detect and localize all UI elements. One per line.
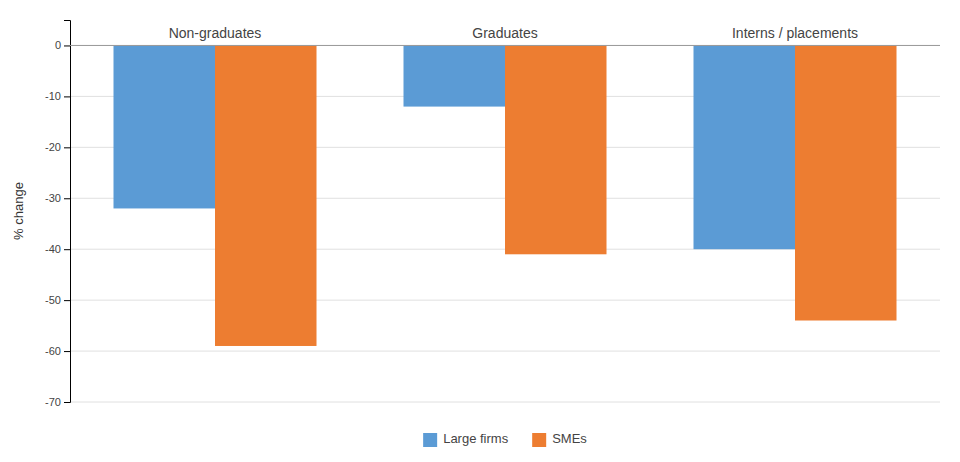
y-tick-mark <box>64 198 70 199</box>
bar <box>215 45 317 346</box>
legend-swatch <box>423 433 437 447</box>
y-tick-label: -30 <box>45 192 61 204</box>
grid-line <box>70 45 940 46</box>
category-label: Graduates <box>472 25 537 41</box>
y-tick-label: -40 <box>45 243 61 255</box>
y-tick-mark <box>64 45 70 46</box>
y-tick-mark <box>64 249 70 250</box>
grid-line <box>70 351 940 352</box>
y-tick-mark <box>64 402 70 403</box>
y-tick-label: -70 <box>45 396 61 408</box>
legend-label: SMEs <box>552 431 587 446</box>
y-tick: -20 <box>45 141 70 153</box>
y-tick: -60 <box>45 345 70 357</box>
y-axis-line <box>64 21 71 403</box>
y-tick: -10 <box>45 90 70 102</box>
bar <box>694 45 796 249</box>
legend: Large firms SMEs <box>423 431 587 447</box>
category-labels: Non-graduates Graduates Interns / placemen… <box>169 25 858 41</box>
bar <box>505 45 607 254</box>
bars <box>114 45 897 346</box>
y-tick-mark <box>64 96 70 97</box>
y-axis: 0 -10 -20 -30 -40 -50 -60 -70 <box>45 21 70 409</box>
y-tick-mark <box>64 351 70 352</box>
bar <box>114 45 216 208</box>
chart: 0 -10 -20 -30 -40 -50 -60 -70 Non-graduates Gradu… <box>0 0 960 462</box>
category-label: Non-graduates <box>169 25 262 41</box>
legend-label: Large firms <box>443 431 509 446</box>
y-tick: -30 <box>45 192 70 204</box>
y-tick-mark <box>64 300 70 301</box>
y-tick: -50 <box>45 294 70 306</box>
y-tick-label: -20 <box>45 141 61 153</box>
bar <box>404 45 506 106</box>
grid <box>70 45 940 402</box>
category-label: Interns / placements <box>732 25 858 41</box>
y-tick-mark <box>64 147 70 148</box>
grid-line <box>70 402 940 403</box>
y-tick: -70 <box>45 396 70 408</box>
zero-line <box>70 45 940 46</box>
bar <box>795 45 897 320</box>
y-tick-label: -50 <box>45 294 61 306</box>
plot: 0 -10 -20 -30 -40 -50 -60 -70 Non-graduates Gradu… <box>45 21 940 409</box>
y-tick: 0 <box>55 39 70 51</box>
y-tick-label: -10 <box>45 90 61 102</box>
y-axis-title: % change <box>11 182 26 240</box>
legend-swatch <box>532 433 546 447</box>
y-tick: -40 <box>45 243 70 255</box>
legend-item: SMEs <box>532 431 587 447</box>
y-tick-label: -60 <box>45 345 61 357</box>
legend-item: Large firms <box>423 431 509 447</box>
y-tick-label: 0 <box>55 39 61 51</box>
